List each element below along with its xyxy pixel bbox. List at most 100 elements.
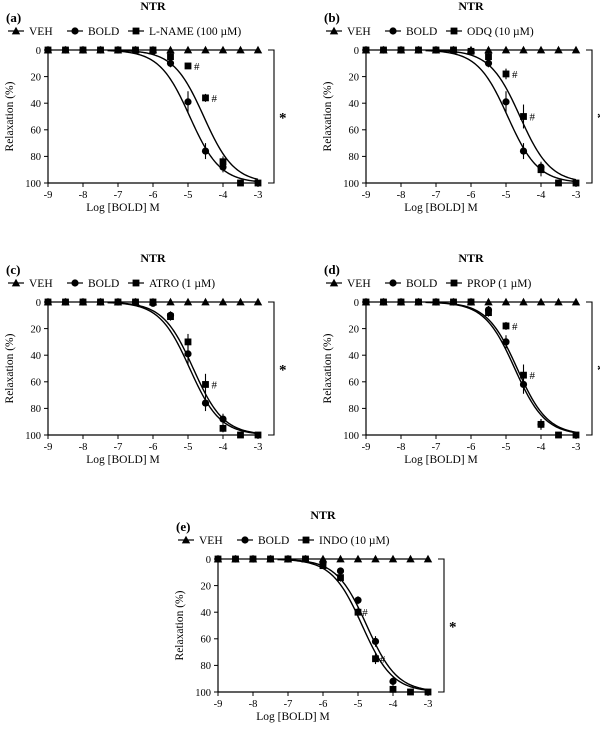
data-point-triangle xyxy=(536,45,546,54)
x-tick-label: -8 xyxy=(397,442,406,453)
significance-star: * xyxy=(449,620,457,636)
data-point-triangle xyxy=(336,554,345,563)
x-tick-label: -3 xyxy=(254,190,263,201)
data-point-circle xyxy=(502,338,510,346)
legend-label: L-NAME (100 µM) xyxy=(149,26,241,38)
data-point-square xyxy=(214,555,222,563)
data-point-circle xyxy=(519,147,528,155)
data-point-square xyxy=(254,431,262,439)
x-tick-label: -4 xyxy=(537,442,546,453)
data-point-square xyxy=(132,298,139,306)
x-tick-label: -9 xyxy=(44,190,53,201)
series-square xyxy=(44,46,262,187)
y-tick-label: 100 xyxy=(343,431,359,442)
data-point-square xyxy=(407,688,414,696)
data-point-square xyxy=(184,62,192,70)
data-point-square xyxy=(362,46,370,54)
chart-panel-2: (b) NTR VEH BOLD ODQ (10 µM) 0 20 40 60 80 100-9 -8… xyxy=(322,0,600,214)
significance-bracket xyxy=(586,49,593,184)
chart-title: NTR xyxy=(140,0,166,13)
series-square xyxy=(44,298,262,439)
legend-marker-circle xyxy=(71,27,79,35)
data-point-circle xyxy=(389,677,397,685)
data-point-square xyxy=(467,298,475,306)
significance-hash: # xyxy=(362,607,368,619)
legend-marker-triangle xyxy=(329,278,339,287)
data-point-triangle xyxy=(519,297,528,306)
y-tick-label: 40 xyxy=(31,99,42,110)
x-tick-label: -4 xyxy=(537,190,546,201)
y-axis-title: Relaxation (%) xyxy=(322,333,334,403)
chart-panel-3: (c) NTR VEH BOLD ATRO (1 µM) 0 20 40 60 80 100-9 -8… xyxy=(4,251,287,466)
data-point-triangle xyxy=(353,554,363,563)
series-circle xyxy=(362,298,577,434)
legend-marker-triangle xyxy=(11,26,21,35)
x-tick-label: -3 xyxy=(254,442,263,453)
y-tick-label: 0 xyxy=(36,298,41,309)
data-point-square xyxy=(79,46,87,54)
data-point-square xyxy=(555,179,562,187)
data-point-triangle xyxy=(201,297,210,306)
data-point-triangle xyxy=(571,45,581,54)
significance-hash: # xyxy=(512,321,518,333)
x-tick-label: -3 xyxy=(572,190,581,201)
data-point-triangle xyxy=(484,45,493,54)
data-point-triangle xyxy=(519,45,528,54)
significance-star: * xyxy=(279,111,287,127)
fit-curve-circle xyxy=(277,558,429,691)
chart-title: NTR xyxy=(140,251,166,265)
data-point-square xyxy=(432,46,440,54)
legend-label: BOLD xyxy=(406,26,437,38)
significance-bracket xyxy=(438,558,445,693)
series-square xyxy=(362,46,580,187)
significance-hash: # xyxy=(512,69,518,81)
data-point-square xyxy=(415,298,422,306)
data-point-triangle xyxy=(236,297,245,306)
x-tick-label: -7 xyxy=(284,699,293,710)
fit-curve-square xyxy=(107,301,259,434)
series-square xyxy=(362,298,580,439)
x-tick-label: -8 xyxy=(79,190,88,201)
data-point-circle xyxy=(184,98,192,106)
legend-label: VEH xyxy=(347,278,371,290)
y-tick-label: 80 xyxy=(31,152,42,163)
data-point-square xyxy=(132,46,139,54)
data-point-square xyxy=(114,298,122,306)
x-axis-title: Log [BOLD] M xyxy=(86,454,159,466)
data-point-square xyxy=(520,113,527,120)
data-point-square xyxy=(219,158,227,166)
fit-curve-circle xyxy=(107,49,259,183)
data-point-circle xyxy=(371,637,380,646)
x-tick-label: -4 xyxy=(389,699,398,710)
data-point-square xyxy=(572,179,580,187)
x-tick-label: -4 xyxy=(219,190,228,201)
significance-star: * xyxy=(597,111,600,127)
data-point-square xyxy=(167,313,174,321)
data-point-square xyxy=(380,46,387,54)
panel-letter: (c) xyxy=(6,262,20,277)
data-point-square xyxy=(114,46,122,54)
y-tick-label: 100 xyxy=(25,431,41,442)
x-tick-label: -3 xyxy=(424,699,433,710)
data-point-circle xyxy=(502,98,510,106)
fit-curve-circle xyxy=(425,49,577,183)
legend-label: ODQ (10 µM) xyxy=(467,26,534,38)
legend-label: PROP (1 µM) xyxy=(467,278,532,290)
data-point-square xyxy=(432,298,440,306)
legend-label: VEH xyxy=(29,278,53,290)
data-point-square xyxy=(97,46,104,54)
data-point-square xyxy=(572,431,580,439)
data-point-square xyxy=(354,608,362,616)
y-axis-title: Relaxation (%) xyxy=(4,81,16,151)
data-point-square xyxy=(424,688,432,696)
y-tick-label: 80 xyxy=(349,152,360,163)
y-tick-label: 60 xyxy=(201,635,212,646)
data-point-triangle xyxy=(218,45,228,54)
legend-label: BOLD xyxy=(406,278,437,290)
significance-bracket xyxy=(268,49,275,184)
data-point-square xyxy=(302,555,309,563)
legend-marker-square xyxy=(302,536,310,544)
x-axis-title: Log [BOLD] M xyxy=(86,202,159,214)
legend-marker-triangle xyxy=(11,278,21,287)
